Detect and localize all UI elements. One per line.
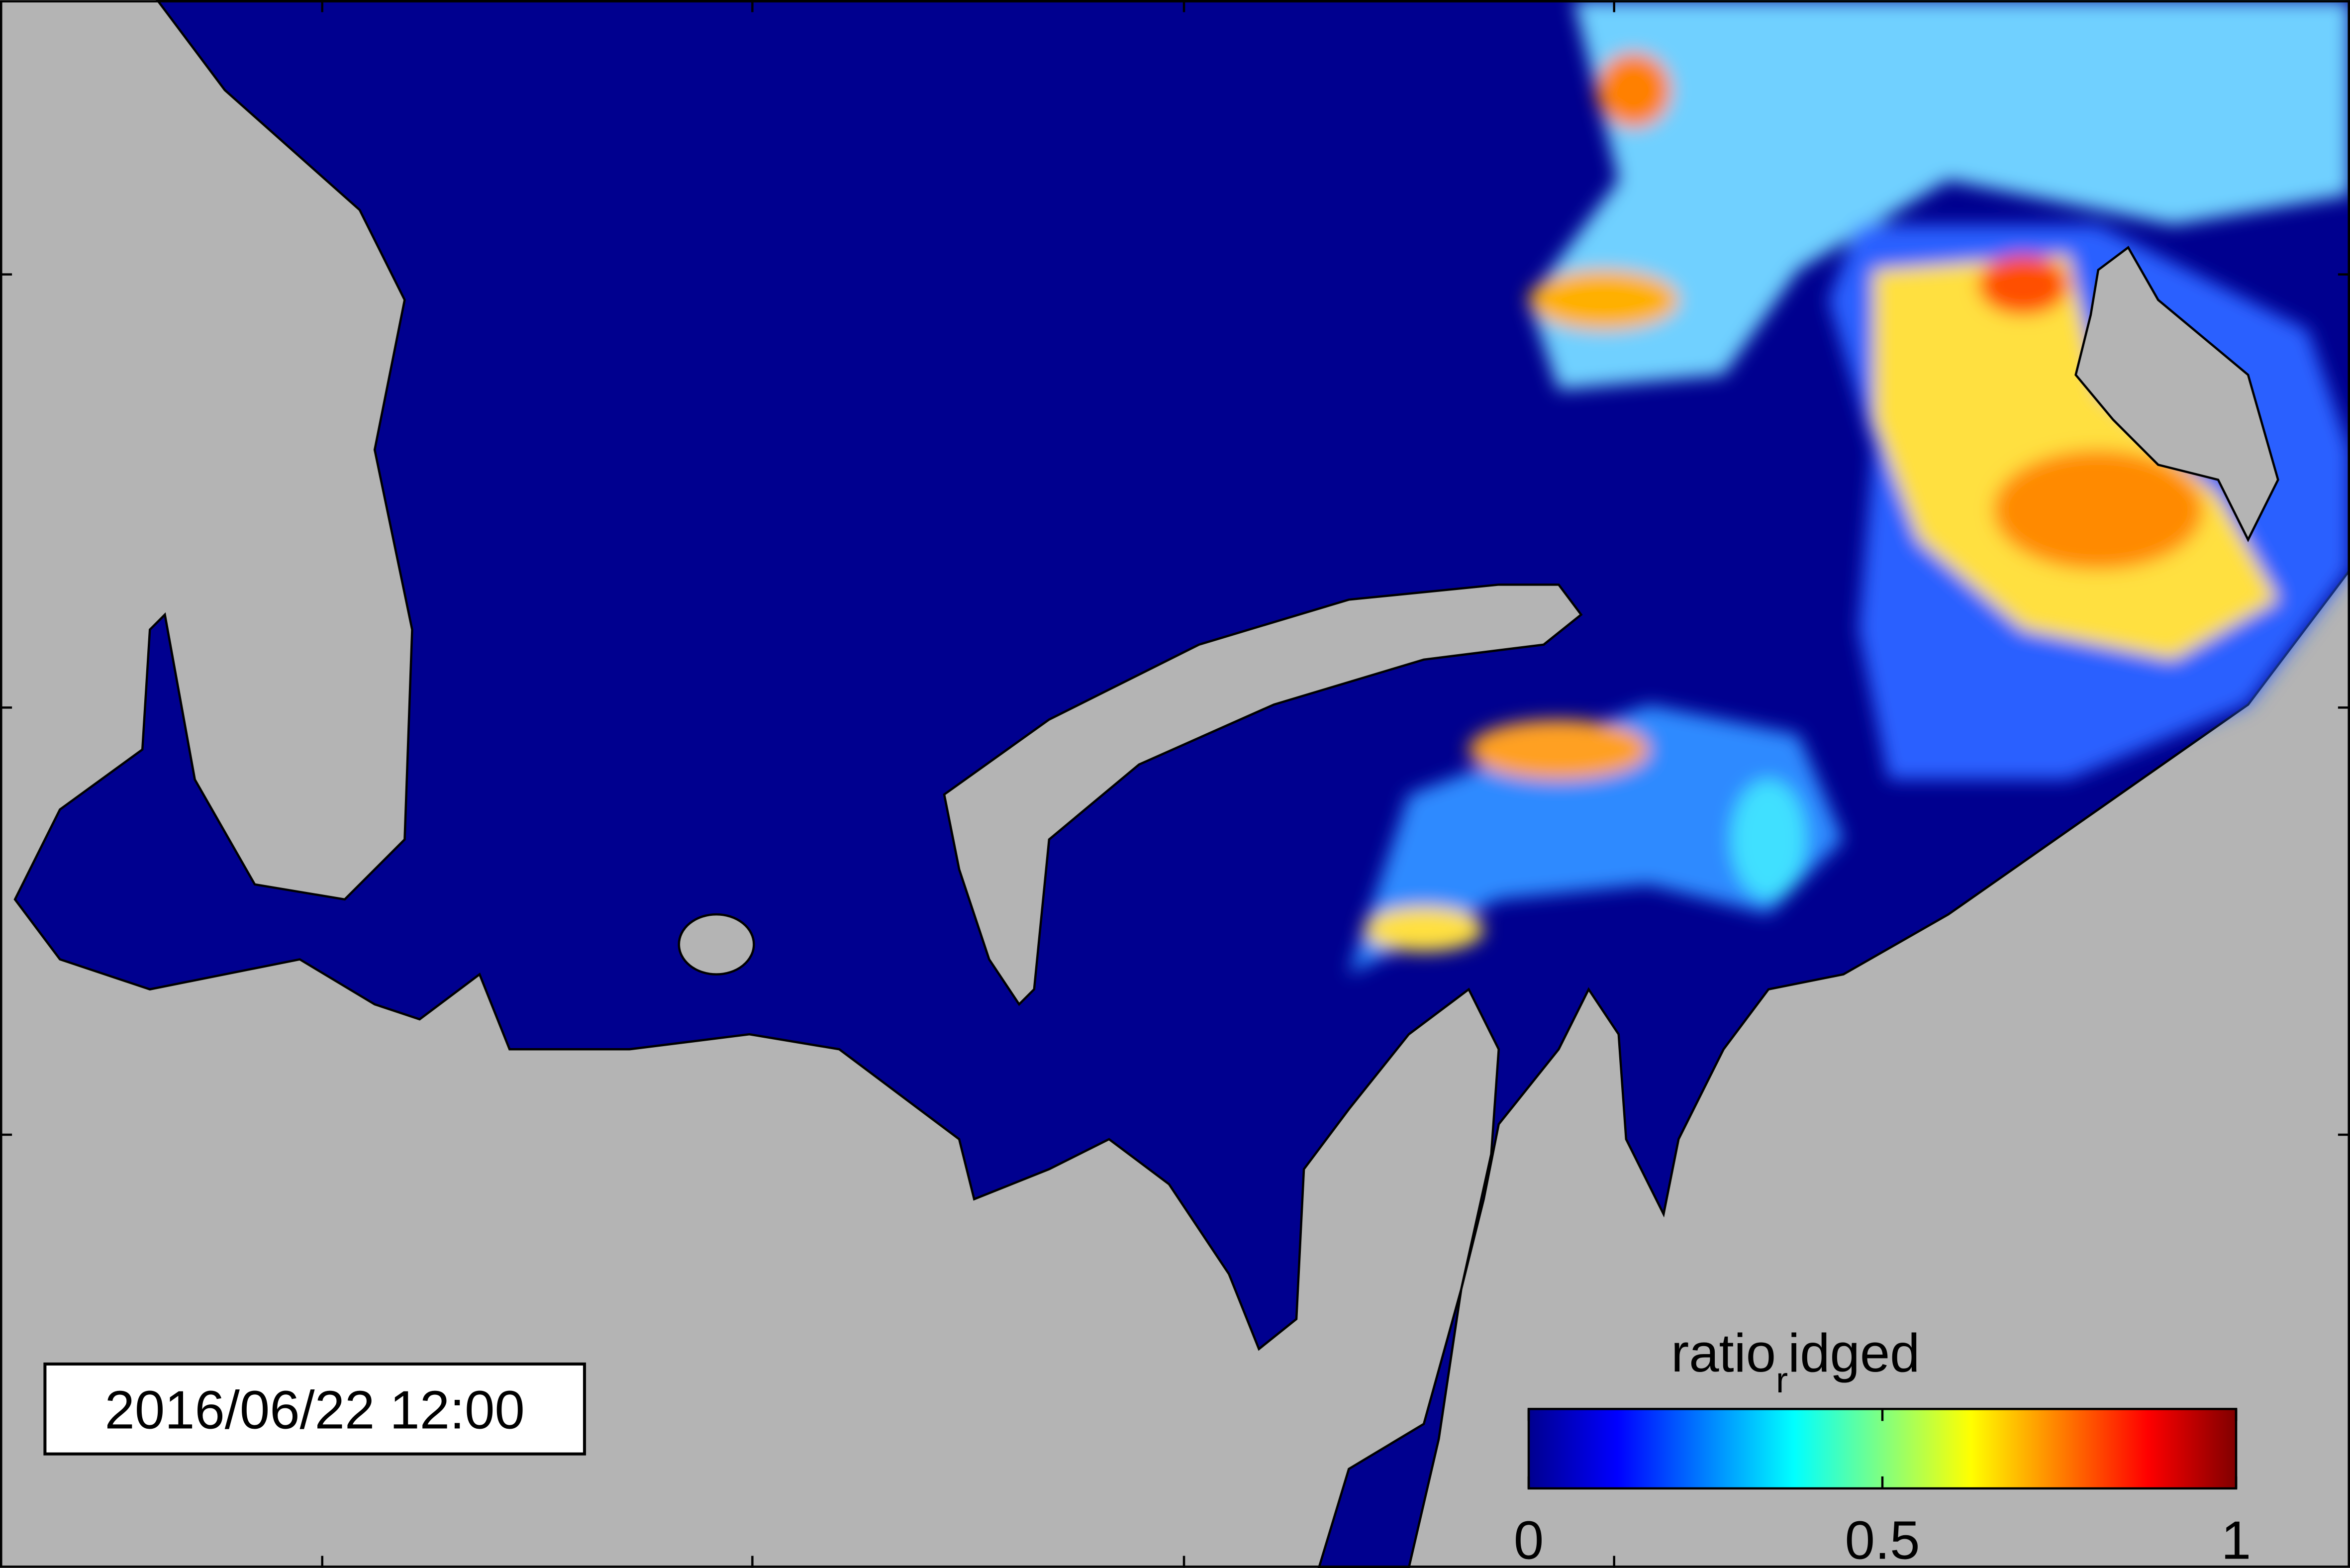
colorbar-tick-label: 1 xyxy=(2221,1510,2251,1568)
sea xyxy=(13,0,2350,1568)
timestamp: 2016/06/22 12:00 xyxy=(105,1379,525,1440)
label-part: idged xyxy=(1788,1323,1920,1383)
label-part: ratio xyxy=(1671,1323,1776,1383)
colorbar-label: ratioridged xyxy=(1671,1323,1920,1400)
timestamp-box xyxy=(43,1362,586,1456)
island-arc xyxy=(943,584,1583,1006)
colorbar xyxy=(1527,1408,2238,1490)
island xyxy=(678,913,755,976)
colorbar-tick-label: 0.5 xyxy=(1845,1510,1920,1568)
label-subscript: r xyxy=(1776,1361,1788,1400)
colorbar-tick-label: 0 xyxy=(1514,1510,1544,1568)
sea-ice xyxy=(1349,0,2350,975)
island xyxy=(2074,246,2279,542)
